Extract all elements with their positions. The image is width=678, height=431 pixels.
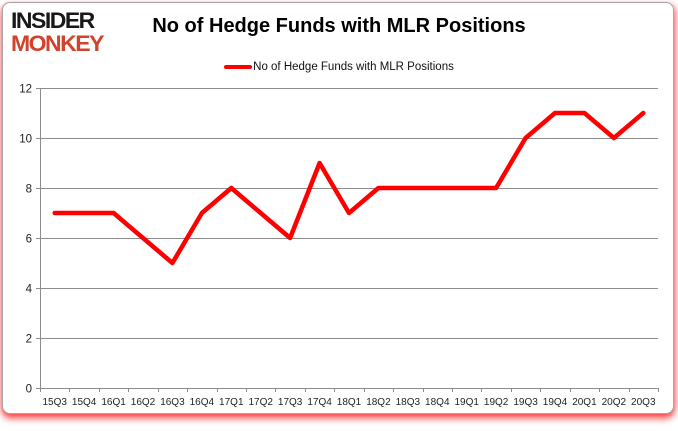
x-tick-label: 16Q3	[160, 397, 185, 408]
legend-series-label: No of Hedge Funds with MLR Positions	[253, 61, 454, 73]
x-tick-label: 16Q1	[101, 397, 126, 408]
legend-line-marker-icon	[224, 65, 253, 69]
x-tick-label: 17Q1	[219, 397, 244, 408]
y-tick-label: 4	[26, 284, 33, 296]
x-tick-label: 19Q3	[513, 397, 538, 408]
y-tick-label: 2	[26, 334, 32, 346]
x-tick-label: 19Q4	[543, 397, 568, 408]
x-tick-label: 20Q1	[572, 397, 597, 408]
y-tick-label: 8	[26, 184, 32, 196]
series-line	[52, 110, 646, 266]
x-tick-label: 17Q3	[278, 397, 303, 408]
x-tick-label: 19Q2	[484, 397, 509, 408]
chart-title: No of Hedge Funds with MLR Positions	[152, 15, 526, 37]
chart-legend: No of Hedge Funds with MLR Positions	[0, 61, 678, 73]
logo-text-insider: INSIDER	[11, 7, 95, 33]
x-tick-label: 18Q1	[337, 397, 362, 408]
y-tick-label: 10	[19, 134, 32, 146]
x-tick-label: 20Q3	[631, 397, 656, 408]
logo-text-monkey: MONKEY	[11, 30, 104, 56]
x-tick-label: 19Q1	[454, 397, 479, 408]
x-tick-label: 18Q2	[366, 397, 391, 408]
x-tick-label: 15Q3	[42, 397, 67, 408]
x-tick-label: 15Q4	[72, 397, 97, 408]
x-tick-label: 17Q4	[307, 397, 332, 408]
y-tick-label: 12	[19, 84, 32, 96]
x-tick-label: 20Q2	[602, 397, 627, 408]
x-tick-label: 17Q2	[248, 397, 273, 408]
insider-monkey-logo: INSIDER MONKEY	[11, 7, 104, 56]
y-tick-label: 0	[26, 384, 32, 396]
chart-card	[2, 2, 674, 414]
x-tick-label: 16Q4	[190, 397, 215, 408]
x-tick-label: 16Q2	[131, 397, 156, 408]
y-tick-label: 6	[26, 234, 32, 246]
x-tick-label: 18Q4	[425, 397, 450, 408]
x-tick-label: 18Q3	[396, 397, 421, 408]
